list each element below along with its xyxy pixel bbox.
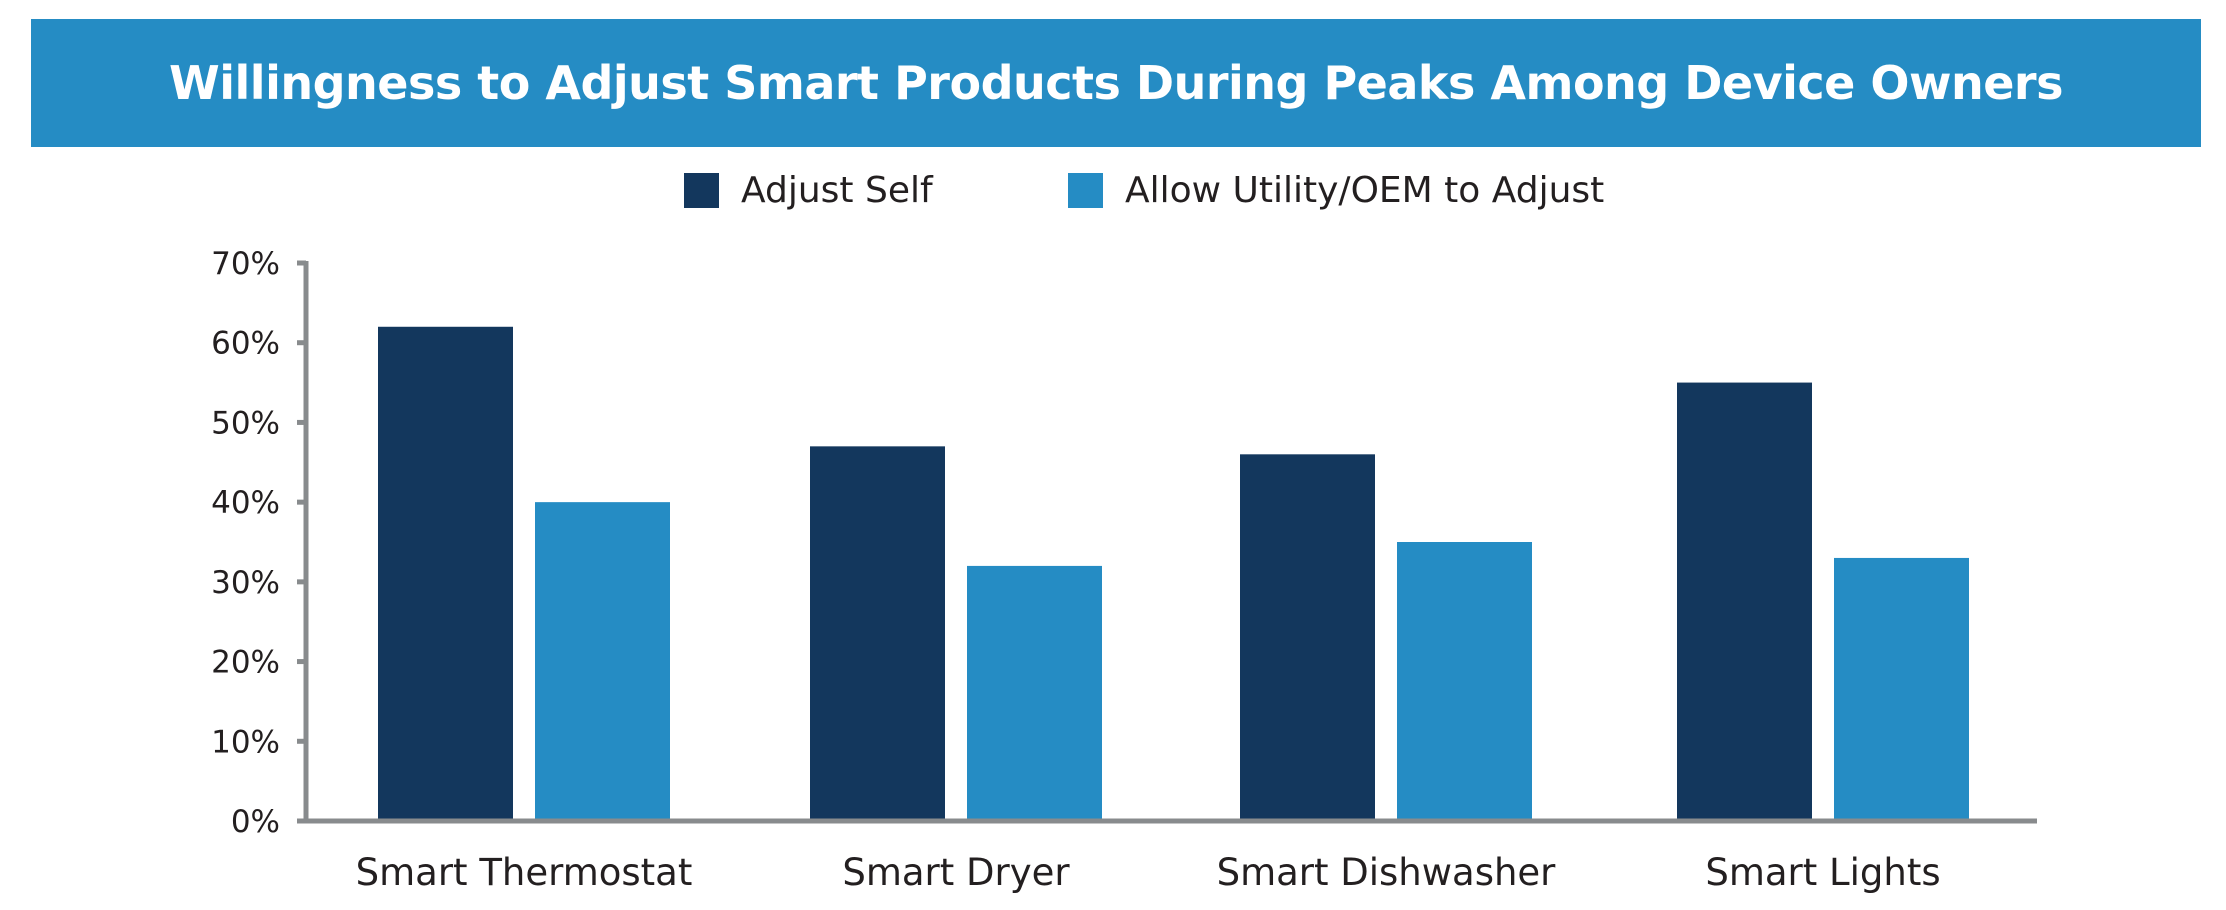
y-tick-label: 70% bbox=[211, 246, 280, 282]
legend-item-adjust-self: Adjust Self bbox=[684, 169, 933, 211]
y-tick-label: 20% bbox=[211, 645, 280, 681]
bar-allow-utility-smart-dryer bbox=[967, 565, 1102, 821]
bar-adjust-self-smart-thermostat bbox=[378, 326, 513, 821]
bar-adjust-self-smart-dryer bbox=[810, 446, 945, 821]
title-banner: Willingness to Adjust Smart Products Dur… bbox=[31, 19, 2201, 147]
legend-swatch-adjust-self bbox=[684, 172, 719, 208]
legend-swatch-allow-utility bbox=[1068, 172, 1103, 208]
y-tick-label: 0% bbox=[231, 804, 280, 840]
x-tick-label: Smart Dryer bbox=[842, 851, 1070, 894]
x-tick-label: Smart Dishwasher bbox=[1217, 851, 1557, 894]
y-tick-label: 30% bbox=[211, 565, 280, 601]
y-tick-label: 10% bbox=[211, 724, 280, 760]
bar-allow-utility-smart-dishwasher bbox=[1397, 542, 1532, 821]
bar-adjust-self-smart-lights bbox=[1677, 382, 1812, 821]
bar-allow-utility-smart-lights bbox=[1834, 557, 1969, 821]
legend-label-allow-utility: Allow Utility/OEM to Adjust bbox=[1125, 169, 1605, 211]
legend-label-adjust-self: Adjust Self bbox=[741, 169, 933, 211]
legend-item-allow-utility: Allow Utility/OEM to Adjust bbox=[1068, 169, 1605, 211]
x-tick-label: Smart Lights bbox=[1705, 851, 1940, 894]
y-tick-label: 60% bbox=[211, 326, 280, 362]
bar-adjust-self-smart-dishwasher bbox=[1240, 454, 1375, 821]
chart-title: Willingness to Adjust Smart Products Dur… bbox=[169, 56, 2063, 110]
y-tick-label: 40% bbox=[211, 485, 280, 521]
bar-allow-utility-smart-thermostat bbox=[535, 502, 670, 821]
x-tick-label: Smart Thermostat bbox=[356, 851, 693, 894]
y-tick-label: 50% bbox=[211, 405, 280, 441]
